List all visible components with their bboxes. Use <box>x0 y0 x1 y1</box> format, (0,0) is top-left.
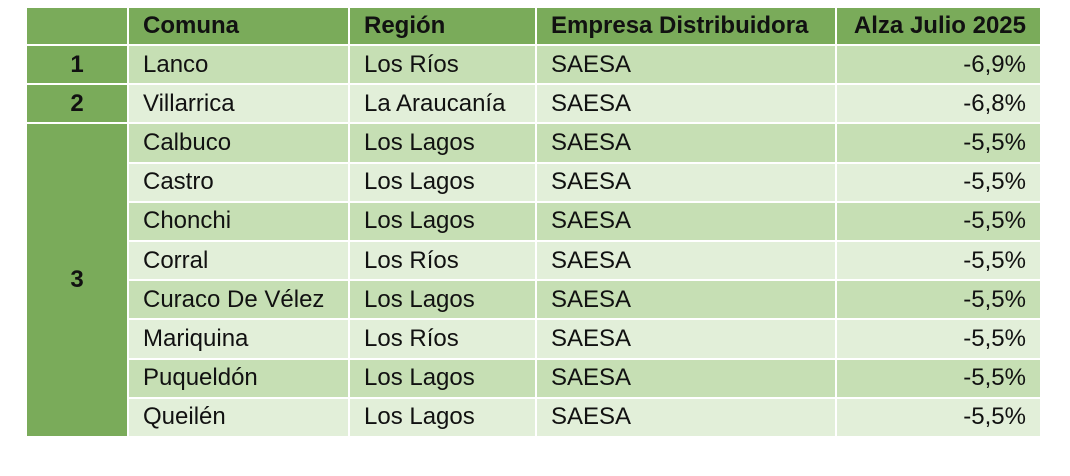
cell: Chonchi <box>127 200 350 242</box>
cell: SAESA <box>535 83 837 125</box>
cell: Los Ríos <box>348 239 537 282</box>
cell: Los Ríos <box>348 43 537 86</box>
row: 3 Calbuco Los Lagos SAESA -5,5% <box>25 122 1042 438</box>
cell: -6,9% <box>835 43 1042 86</box>
cell: Los Lagos <box>348 279 537 321</box>
row: Curaco De Vélez Los Lagos SAESA -5,5% <box>26 279 1042 321</box>
cell: -5,5% <box>835 279 1042 321</box>
cell: Queilén <box>127 396 350 438</box>
cell: SAESA <box>535 279 837 321</box>
rank-cell: 2 <box>25 83 129 125</box>
row: Mariquina Los Ríos SAESA -5,5% <box>26 318 1042 360</box>
row: Chonchi Los Lagos SAESA -5,5% <box>26 200 1042 242</box>
header-cell: Comuna <box>127 8 350 46</box>
cell: -5,5% <box>835 357 1042 399</box>
row: Corral Los Ríos SAESA -5,5% <box>26 239 1042 282</box>
cell: SAESA <box>535 200 837 242</box>
header-cell: Alza Julio 2025 <box>835 8 1042 46</box>
cell: Curaco De Vélez <box>127 279 350 321</box>
cell: SAESA <box>535 122 837 164</box>
cell: SAESA <box>535 396 837 438</box>
row: 2 Villarrica La Araucanía SAESA -6,8% <box>25 83 1042 125</box>
cell: Los Lagos <box>348 161 537 203</box>
rank-cell: 1 <box>25 43 129 86</box>
header-cell: Región <box>348 8 537 46</box>
cell: SAESA <box>535 239 837 282</box>
cell: Los Ríos <box>348 318 537 360</box>
cell: -5,5% <box>835 318 1042 360</box>
cell: Los Lagos <box>348 396 537 438</box>
cell: Los Lagos <box>348 357 537 399</box>
table-body: 1 Lanco Los Ríos SAESA -6,9% 2 Villarrica La Ar… <box>25 43 1042 438</box>
cell: Villarrica <box>127 83 350 125</box>
row: Castro Los Lagos SAESA -5,5% <box>26 161 1042 203</box>
cell: SAESA <box>535 43 837 86</box>
cell: -5,5% <box>835 200 1042 242</box>
table-container: Comuna Región Empresa Distribuidora Alza Ju… <box>25 8 1042 438</box>
cell: SAESA <box>535 318 837 360</box>
rank-cell: 3 <box>25 122 129 438</box>
header-corner <box>25 8 129 46</box>
cell: -5,5% <box>835 161 1042 203</box>
header-cell: Empresa Distribuidora <box>535 8 837 46</box>
cell: SAESA <box>535 357 837 399</box>
cell: Mariquina <box>127 318 350 360</box>
cell: -5,5% <box>835 122 1042 164</box>
cell: Lanco <box>127 43 350 86</box>
cell: Los Lagos <box>348 200 537 242</box>
row: 1 Lanco Los Ríos SAESA -6,9% <box>25 43 1042 86</box>
cell: Puqueldón <box>127 357 350 399</box>
cell: Los Lagos <box>348 122 537 164</box>
row: Puqueldón Los Lagos SAESA -5,5% <box>26 357 1042 399</box>
cell: -6,8% <box>835 83 1042 125</box>
row: Queilén Los Lagos SAESA -5,5% <box>26 396 1042 438</box>
cell: La Araucanía <box>348 83 537 125</box>
table: Comuna Región Empresa Distribuidora Alza Ju… <box>25 8 1042 438</box>
cell: Castro <box>127 161 350 203</box>
cell: Corral <box>127 239 350 282</box>
cell: -5,5% <box>835 396 1042 438</box>
cell: SAESA <box>535 161 837 203</box>
header-row: Comuna Región Empresa Distribuidora Alza Ju… <box>25 8 1042 46</box>
cell: Calbuco <box>127 122 350 164</box>
cell: -5,5% <box>835 239 1042 282</box>
